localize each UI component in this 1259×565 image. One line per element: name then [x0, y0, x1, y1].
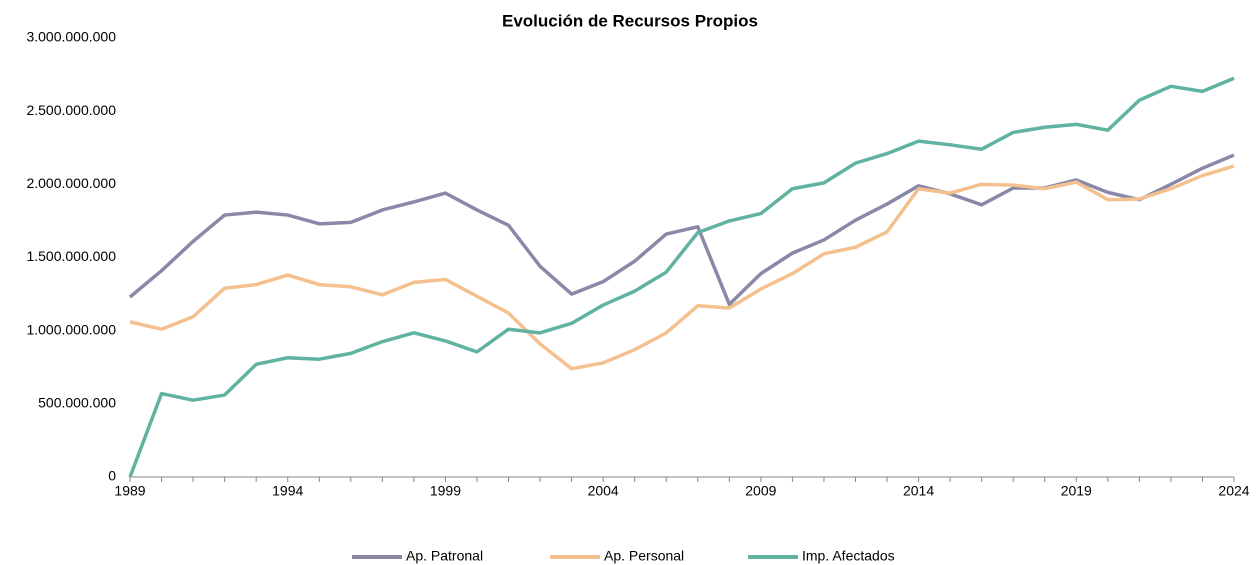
x-tick-label: 2004 — [588, 483, 619, 499]
y-tick-label: 0 — [108, 468, 116, 484]
x-tick-label: 1999 — [430, 483, 461, 499]
series-line — [128, 153, 1235, 307]
legend-label: Imp. Afectados — [802, 548, 895, 564]
series-line — [129, 164, 1235, 371]
x-tick-label: 2009 — [745, 483, 776, 499]
legend-label: Ap. Patronal — [406, 548, 483, 564]
x-tick-label: 1994 — [272, 483, 303, 499]
y-tick-label: 1.500.000.000 — [26, 248, 116, 264]
legend-label: Ap. Personal — [604, 548, 684, 564]
chart-title: Evolución de Recursos Propios — [502, 11, 758, 30]
y-tick-label: 3.000.000.000 — [26, 29, 116, 45]
y-tick-label: 1.000.000.000 — [26, 321, 116, 337]
x-tick-label: 2014 — [903, 483, 934, 499]
series-line — [128, 76, 1235, 478]
x-tick-label: 2024 — [1218, 483, 1249, 499]
y-tick-label: 500.000.000 — [38, 395, 116, 411]
x-tick-label: 2019 — [1061, 483, 1092, 499]
x-tick-label: 1989 — [114, 483, 145, 499]
y-tick-label: 2.500.000.000 — [26, 102, 116, 118]
y-tick-label: 2.000.000.000 — [26, 175, 116, 191]
